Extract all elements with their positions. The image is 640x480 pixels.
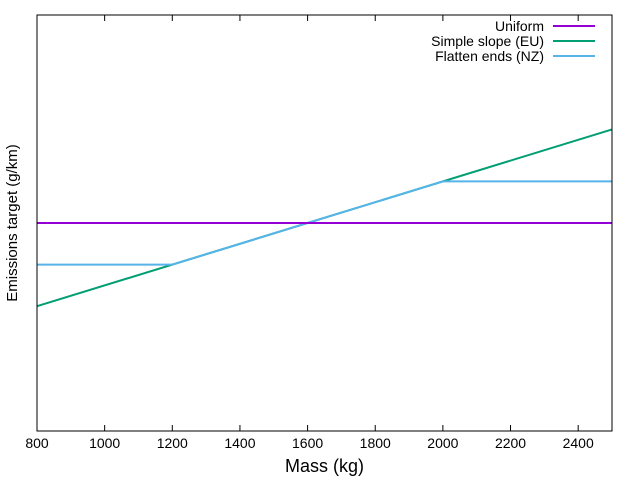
x-tick-label: 1800 bbox=[360, 435, 391, 451]
x-tick-label: 1400 bbox=[224, 435, 255, 451]
x-tick-label: 1200 bbox=[157, 435, 188, 451]
legend-label-3: Flatten ends (NZ) bbox=[435, 48, 544, 64]
x-axis-ticks: 800 1000 1200 1400 1600 1800 2000 2200 2400 bbox=[25, 15, 594, 451]
x-tick-label: 2200 bbox=[495, 435, 526, 451]
plot-frame bbox=[36, 14, 613, 432]
x-axis-title: Mass (kg) bbox=[285, 456, 364, 476]
x-tick-label: 800 bbox=[25, 435, 49, 451]
x-tick-label: 1600 bbox=[292, 435, 323, 451]
series-layer bbox=[36, 128, 613, 308]
legend-label-2: Simple slope (EU) bbox=[431, 33, 544, 49]
x-tick-label: 2000 bbox=[427, 435, 458, 451]
legend-label-1: Uniform bbox=[495, 18, 544, 34]
y-axis-title: Emissions target (g/km) bbox=[4, 144, 21, 302]
x-tick-label: 1000 bbox=[89, 435, 120, 451]
x-tick-label: 2400 bbox=[563, 435, 594, 451]
